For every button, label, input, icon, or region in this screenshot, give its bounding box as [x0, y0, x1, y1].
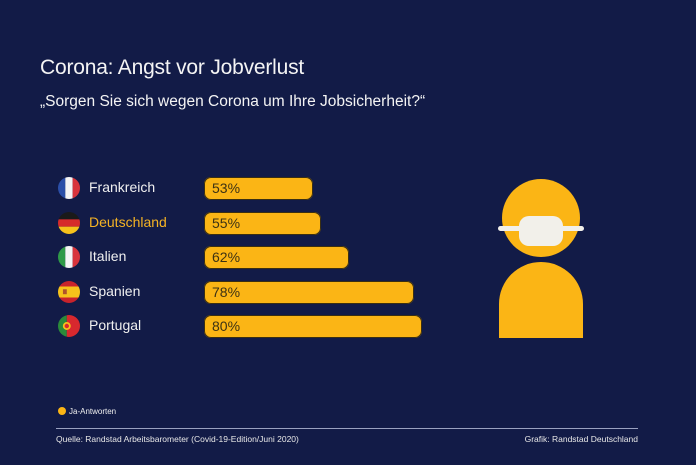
bar: 62% — [204, 246, 350, 269]
mask — [519, 216, 563, 246]
category-label: Deutschland — [89, 213, 167, 230]
flag-italy-icon — [58, 246, 80, 268]
legend: Ja-Antworten — [58, 407, 116, 416]
bar-value-label: 62% — [212, 249, 241, 265]
category-label: Portugal — [89, 317, 142, 333]
bar: 78% — [204, 280, 415, 304]
masked-person-icon — [498, 179, 584, 338]
bar: 55% — [204, 211, 322, 235]
category-label: Spanien — [89, 282, 141, 299]
category-label: Frankreich — [89, 179, 156, 195]
source-note: Quelle: Randstad Arbeitsbarometer (Covid… — [56, 434, 299, 444]
chart-title: Corona: Angst vor Jobverlust — [40, 56, 305, 79]
chart-subtitle: „Sorgen Sie sich wegen Corona um Ihre Jo… — [40, 93, 426, 110]
bar-value-label: 78% — [212, 283, 241, 300]
flag-germany-icon — [58, 211, 80, 234]
credit-note: Grafik: Randstad Deutschland — [524, 434, 638, 444]
category-label: Italien — [89, 248, 127, 264]
legend-label: Ja-Antworten — [69, 407, 117, 416]
bar: 53% — [204, 177, 314, 200]
bar: 80% — [204, 315, 423, 338]
bar-value-label: 55% — [212, 214, 241, 231]
flag-spain-icon — [58, 280, 80, 303]
bar-value-label: 53% — [212, 180, 241, 196]
flag-portugal-icon — [58, 315, 80, 337]
person-body — [499, 262, 583, 338]
legend-swatch — [58, 407, 66, 415]
footer-divider — [56, 428, 638, 429]
bar-value-label: 80% — [212, 318, 241, 334]
flag-france-icon — [58, 177, 80, 199]
